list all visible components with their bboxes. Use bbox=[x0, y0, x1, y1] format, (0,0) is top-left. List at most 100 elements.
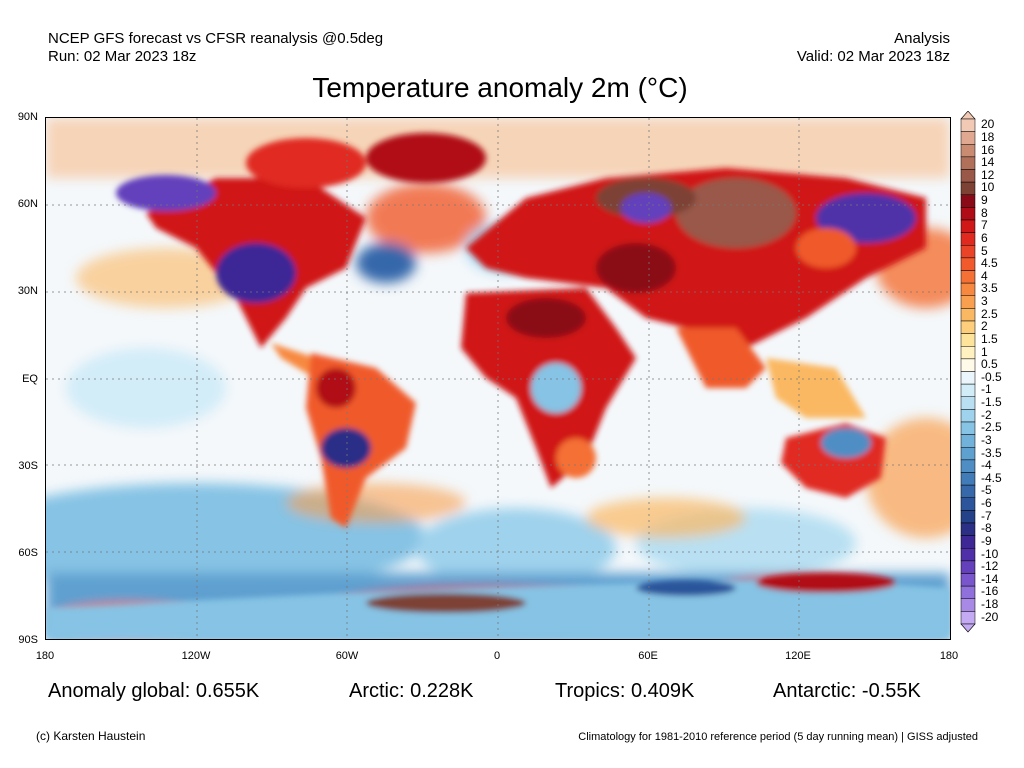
colorbar-swatch bbox=[960, 194, 976, 208]
colorbar-label: 12 bbox=[981, 167, 995, 182]
colorbar-label: -3 bbox=[981, 432, 992, 447]
colorbar-label: -4.5 bbox=[981, 470, 1002, 485]
colorbar-swatch bbox=[960, 257, 976, 271]
lon-label-60w: 60W bbox=[335, 650, 359, 662]
lat-label-30n: 30N bbox=[17, 285, 38, 297]
colorbar-swatch bbox=[960, 333, 976, 347]
colorbar-label: 2 bbox=[981, 319, 988, 334]
colorbar-swatch bbox=[960, 270, 976, 284]
colorbar-swatch bbox=[960, 447, 976, 461]
climatology-note: Climatology for 1981-2010 reference peri… bbox=[578, 731, 978, 743]
colorbar-label: 2.5 bbox=[981, 306, 998, 321]
analysis-label: Analysis bbox=[894, 30, 950, 47]
colorbar-label: 4.5 bbox=[981, 256, 998, 271]
colorbar-swatch bbox=[960, 573, 976, 587]
colorbar-label: -16 bbox=[981, 584, 999, 599]
colorbar-label: -5 bbox=[981, 483, 992, 498]
lon-label-180e: 180 bbox=[939, 650, 959, 662]
colorbar-label: -1.5 bbox=[981, 395, 1002, 410]
colorbar-label: 1.5 bbox=[981, 331, 998, 346]
colorbar-swatch bbox=[960, 131, 976, 145]
colorbar-swatch bbox=[960, 282, 976, 296]
lat-label-60s: 60S bbox=[18, 547, 38, 559]
colorbar-swatch bbox=[960, 181, 976, 195]
colorbar-swatch bbox=[960, 169, 976, 183]
colorbar-label: -1 bbox=[981, 382, 992, 397]
colorbar-label: -7 bbox=[981, 508, 992, 523]
credit: (c) Karsten Haustein bbox=[36, 729, 146, 743]
colorbar-label: -2.5 bbox=[981, 420, 1002, 435]
colorbar-label: -18 bbox=[981, 597, 999, 612]
lat-label-90s: 90S bbox=[18, 634, 38, 646]
colorbar-swatch bbox=[960, 144, 976, 158]
colorbar-swatch bbox=[960, 510, 976, 524]
colorbar-swatch bbox=[960, 611, 976, 625]
map-title: Temperature anomaly 2m (°C) bbox=[312, 72, 688, 103]
colorbar-label: 3.5 bbox=[981, 281, 998, 296]
lon-label-180w: 180 bbox=[35, 650, 55, 662]
lat-label-90n: 90N bbox=[17, 111, 38, 123]
colorbar-label: -20 bbox=[981, 609, 999, 624]
valid-time: Valid: 02 Mar 2023 18z bbox=[796, 48, 950, 65]
colorbar-label: -10 bbox=[981, 546, 999, 561]
colorbar-swatch bbox=[960, 484, 976, 498]
colorbar-swatch bbox=[960, 396, 976, 410]
colorbar-label: -0.5 bbox=[981, 369, 1002, 384]
colorbar-swatch bbox=[960, 371, 976, 385]
anomaly-map-svg bbox=[46, 118, 950, 639]
colorbar-label: 5 bbox=[981, 243, 988, 258]
colorbar-swatch bbox=[960, 156, 976, 170]
colorbar-label: -4 bbox=[981, 458, 992, 473]
colorbar-label: 10 bbox=[981, 180, 995, 195]
colorbar-label: 0.5 bbox=[981, 357, 998, 372]
colorbar-swatch bbox=[960, 497, 976, 511]
stat-tropics: Tropics: 0.409K bbox=[555, 680, 695, 702]
colorbar-swatch bbox=[960, 472, 976, 486]
colorbar-label: -12 bbox=[981, 559, 999, 574]
colorbar-label: -8 bbox=[981, 521, 992, 536]
stat-global: Anomaly global: 0.655K bbox=[48, 680, 260, 702]
lon-label-0: 0 bbox=[493, 650, 501, 662]
colorbar-swatch bbox=[960, 219, 976, 233]
anomaly-map bbox=[45, 117, 951, 640]
colorbar-label: 20 bbox=[981, 117, 995, 132]
colorbar-swatch bbox=[960, 383, 976, 397]
colorbar-label: 6 bbox=[981, 230, 988, 245]
colorbar-label: 4 bbox=[981, 268, 988, 283]
run-time: Run: 02 Mar 2023 18z bbox=[48, 48, 197, 65]
colorbar-swatch bbox=[960, 585, 976, 599]
colorbar-label: -9 bbox=[981, 533, 992, 548]
colorbar-swatch bbox=[960, 245, 976, 259]
colorbar-swatch bbox=[960, 409, 976, 423]
colorbar-swatch bbox=[960, 118, 976, 132]
colorbar-swatch bbox=[960, 421, 976, 435]
lat-label-eq: EQ bbox=[22, 373, 38, 385]
colorbar-label: 8 bbox=[981, 205, 988, 220]
colorbar-swatch bbox=[960, 358, 976, 372]
colorbar-label: -14 bbox=[981, 571, 999, 586]
colorbar-label: 14 bbox=[981, 155, 995, 170]
stat-arctic: Arctic: 0.228K bbox=[349, 680, 474, 702]
colorbar-swatch bbox=[960, 434, 976, 448]
colorbar-swatch bbox=[960, 522, 976, 536]
lon-label-60e: 60E bbox=[638, 650, 658, 662]
colorbar-swatch bbox=[960, 459, 976, 473]
colorbar-swatch bbox=[960, 346, 976, 360]
colorbar-swatch bbox=[960, 320, 976, 334]
colorbar-swatch bbox=[960, 548, 976, 562]
colorbar-label: -2 bbox=[981, 407, 992, 422]
colorbar-swatch bbox=[960, 560, 976, 574]
colorbar-label: 16 bbox=[981, 142, 995, 157]
colorbar-swatch bbox=[960, 295, 976, 309]
stat-antarctic: Antarctic: -0.55K bbox=[773, 680, 921, 702]
colorbar-min-arrow bbox=[960, 623, 976, 633]
colorbar-label: 18 bbox=[981, 129, 995, 144]
colorbar-label: 3 bbox=[981, 294, 988, 309]
colorbar-swatch bbox=[960, 207, 976, 221]
lat-label-60n: 60N bbox=[17, 198, 38, 210]
colorbar-swatch bbox=[960, 232, 976, 246]
model-description: NCEP GFS forecast vs CFSR reanalysis @0.… bbox=[48, 30, 384, 47]
colorbar-swatch bbox=[960, 598, 976, 612]
colorbar-swatch bbox=[960, 308, 976, 322]
header-right: Analysis Valid: 02 Mar 2023 18z bbox=[797, 30, 950, 66]
